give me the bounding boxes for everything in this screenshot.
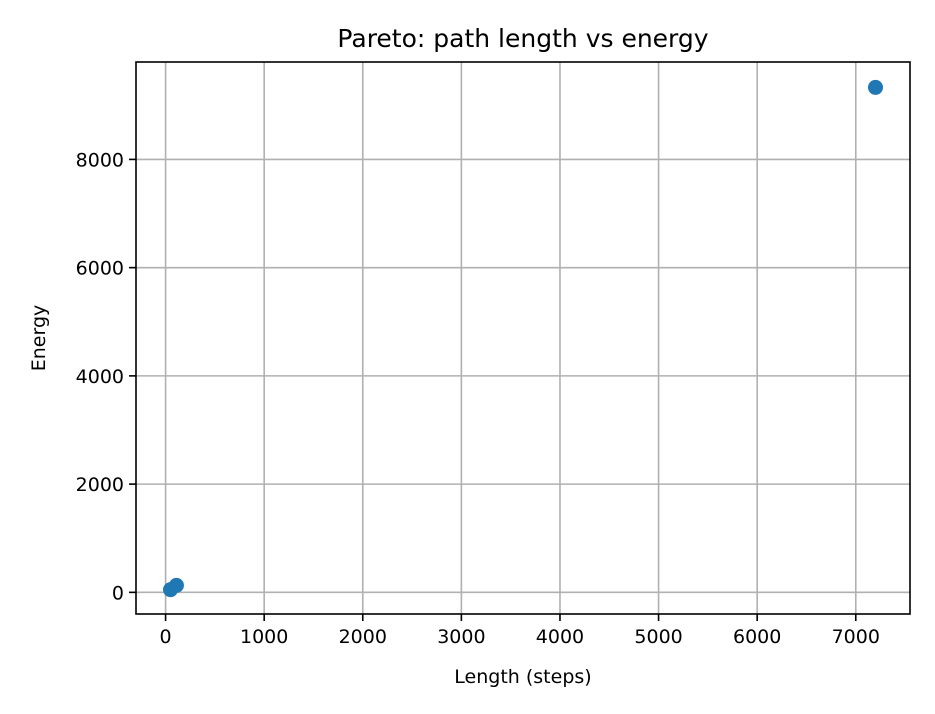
y-tick-label: 4000 xyxy=(76,366,124,388)
data-point xyxy=(168,577,184,593)
x-tick-label: 5000 xyxy=(634,626,682,648)
chart-title: Pareto: path length vs energy xyxy=(337,24,708,53)
plot-frame xyxy=(135,61,911,615)
grid-lines xyxy=(136,62,910,614)
x-tick-label: 1000 xyxy=(240,626,288,648)
x-axis-ticks: 0 1000 2000 3000 4000 5000 6000 7000 xyxy=(160,614,880,648)
x-tick-label: 6000 xyxy=(733,626,781,648)
y-tick-label: 2000 xyxy=(76,474,124,496)
x-tick-label: 7000 xyxy=(832,626,880,648)
data-points xyxy=(163,79,883,598)
y-axis-label: Energy xyxy=(28,305,50,372)
x-axis-label: Length (steps) xyxy=(454,666,591,688)
x-tick-label: 3000 xyxy=(437,626,485,648)
y-tick-label: 0 xyxy=(112,582,124,604)
y-tick-label: 6000 xyxy=(76,258,124,280)
data-point xyxy=(867,79,883,95)
x-tick-label: 0 xyxy=(160,626,172,648)
y-axis-ticks: 0 2000 4000 6000 8000 xyxy=(76,149,136,604)
x-tick-label: 4000 xyxy=(536,626,584,648)
x-tick-label: 2000 xyxy=(339,626,387,648)
y-tick-label: 8000 xyxy=(76,149,124,171)
